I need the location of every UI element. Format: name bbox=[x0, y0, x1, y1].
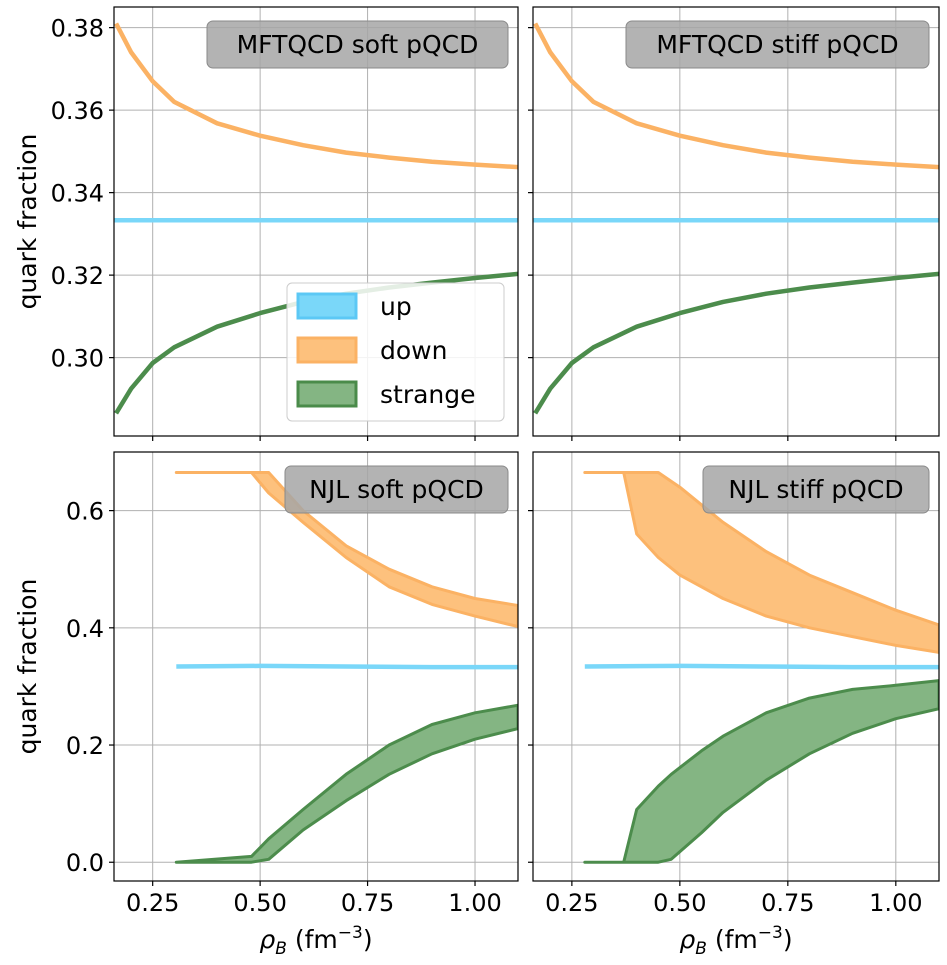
panel-title: NJL soft pQCD bbox=[309, 475, 484, 504]
legend-label-strange: strange bbox=[380, 380, 476, 409]
y-tick-label: 0.36 bbox=[51, 97, 104, 125]
x-tick-label: 1.00 bbox=[448, 889, 501, 917]
series-group bbox=[174, 471, 518, 864]
y-tick-label: 0.4 bbox=[66, 615, 104, 643]
legend: up down strange bbox=[286, 282, 505, 422]
panel-title-box bbox=[206, 20, 509, 69]
x-tick-label: 0.50 bbox=[653, 889, 706, 917]
series-group bbox=[533, 22, 939, 415]
series-band-down bbox=[583, 471, 939, 654]
x-tick-label: 1.00 bbox=[869, 889, 922, 917]
y-tick-label: 0.34 bbox=[51, 180, 104, 208]
series-group bbox=[114, 22, 518, 415]
panel-mftqcd-soft: 0.30 0.32 0.34 0.36 0.38 quark fraction MFTQCD… bbox=[13, 6, 519, 441]
legend-swatch-strange bbox=[296, 380, 358, 408]
panel-njl-stiff: 0.25 0.50 0.75 1.00 ρB (fm−3) NJL stiff pQCD bbox=[528, 451, 940, 959]
legend-swatch-up bbox=[296, 292, 358, 320]
y-tick-label: 0.32 bbox=[51, 262, 104, 290]
series-line-up bbox=[584, 663, 939, 670]
axes-frame bbox=[113, 6, 519, 437]
y-tick-label: 0.6 bbox=[66, 498, 104, 526]
x-tick-label: 0.25 bbox=[126, 889, 179, 917]
panel-title: NJL stiff pQCD bbox=[728, 475, 903, 504]
x-tick-label: 0.75 bbox=[761, 889, 814, 917]
x-axis-label: ρB (fm−3) bbox=[679, 923, 792, 959]
legend-swatch-down bbox=[296, 336, 358, 364]
legend-label-down: down bbox=[380, 336, 447, 365]
panel-title: MFTQCD soft pQCD bbox=[237, 30, 479, 59]
y-axis-label: quark fraction bbox=[13, 579, 42, 755]
series-band-strange bbox=[583, 679, 939, 864]
axes-frame bbox=[532, 6, 940, 437]
y-tick-label: 0.0 bbox=[66, 849, 104, 877]
axes-frame bbox=[113, 451, 519, 882]
panel-mftqcd-stiff: MFTQCD stiff pQCD bbox=[528, 6, 940, 441]
x-tick-label: 0.75 bbox=[341, 889, 394, 917]
series-line-strange bbox=[533, 271, 939, 415]
panel-title-box bbox=[702, 465, 930, 514]
x-tick-label: 0.25 bbox=[545, 889, 598, 917]
y-tick-label: 0.2 bbox=[66, 732, 104, 760]
panel-title: MFTQCD stiff pQCD bbox=[656, 30, 898, 59]
y-tick-label: 0.30 bbox=[51, 345, 104, 373]
axes-frame bbox=[532, 451, 940, 882]
series-group bbox=[583, 471, 939, 864]
panel-title-box bbox=[284, 465, 509, 514]
x-axis-label: ρB (fm−3) bbox=[259, 923, 372, 959]
y-axis-label: quark fraction bbox=[13, 134, 42, 310]
x-tick-label: 0.50 bbox=[233, 889, 286, 917]
y-tick-label: 0.38 bbox=[51, 15, 104, 43]
series-band-strange bbox=[174, 703, 518, 864]
legend-label-up: up bbox=[380, 292, 412, 321]
panel-title-box bbox=[625, 20, 930, 69]
series-line-up bbox=[176, 663, 518, 670]
panel-njl-soft: 0.25 0.50 0.75 1.00 ρB (fm−3) 0.0 0.2 0.4 0.6 qua… bbox=[13, 451, 519, 959]
series-line-strange bbox=[114, 271, 518, 415]
series-line-down bbox=[533, 22, 939, 170]
series-line-down bbox=[114, 22, 518, 170]
